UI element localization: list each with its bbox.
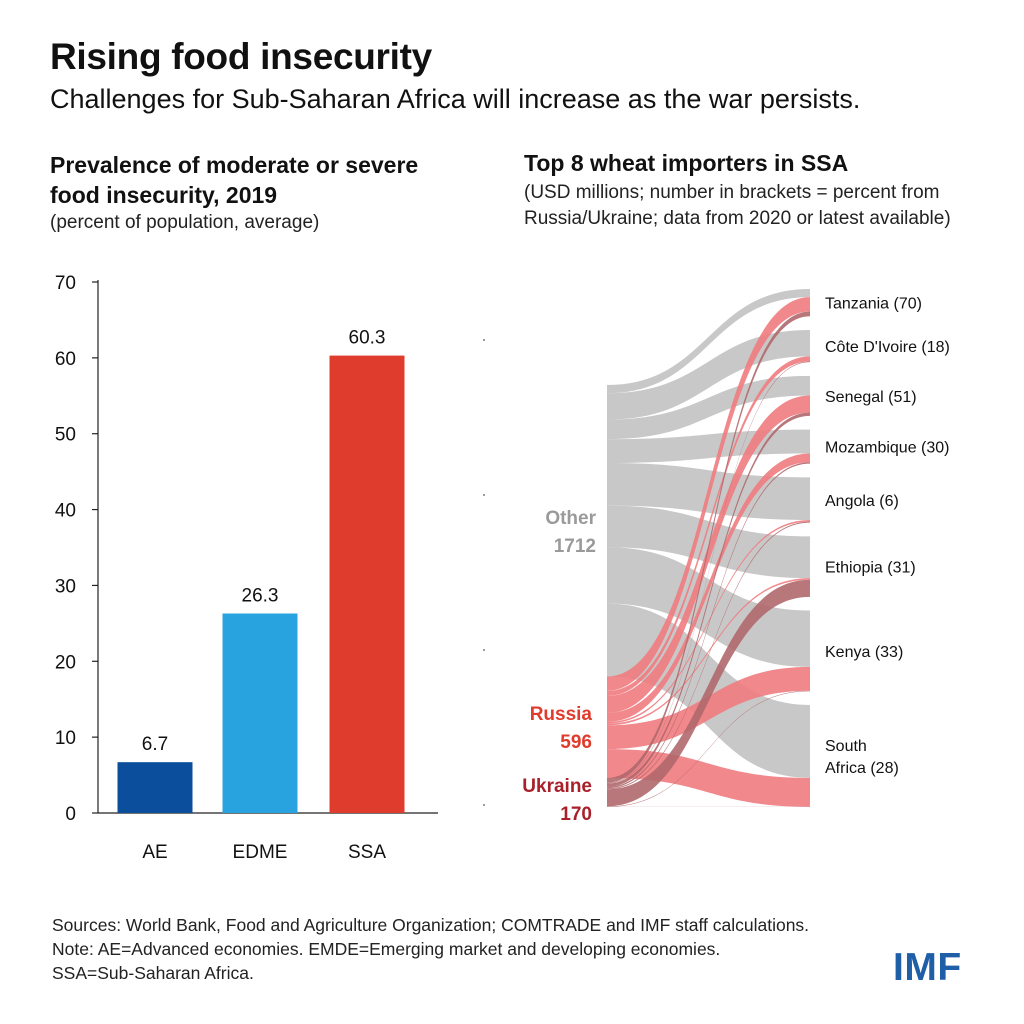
flow-other-to-ethiopia xyxy=(607,505,810,579)
y-tick-label: 60 xyxy=(55,349,76,370)
flow-ukraine-to-tanzania xyxy=(607,311,810,783)
target-label-senegal: Senegal (51) xyxy=(825,389,917,406)
flow-other-to-senegal xyxy=(607,375,810,440)
bar-edme xyxy=(222,613,298,813)
page-subtitle: Challenges for Sub-Saharan Africa will i… xyxy=(50,84,861,114)
x-category-label: SSA xyxy=(348,842,386,863)
target-label-angola: Angola (6) xyxy=(825,493,899,510)
flow-russia-to-tanzania xyxy=(607,297,810,691)
target-label-tanzania: Tanzania (70) xyxy=(825,296,922,313)
flow-ukraine-to-mozambique xyxy=(607,462,810,789)
footnotes: Sources: World Bank, Food and Agricultur… xyxy=(52,913,972,985)
bar-value-label: 6.7 xyxy=(142,734,168,755)
y-tick-label: 30 xyxy=(55,576,76,597)
flow-russia-to-senegal xyxy=(607,395,810,713)
flow-ukraine-to-c-te-d-ivoire xyxy=(607,361,810,784)
bar-value-label: 60.3 xyxy=(349,328,386,349)
source-label-other: Other xyxy=(545,508,596,529)
abbreviation-note: Note: AE=Advanced economies. EMDE=Emergi… xyxy=(52,939,721,959)
target-label-kenya: Kenya (33) xyxy=(825,644,903,661)
ssa-note: SSA=Sub-Saharan Africa. xyxy=(52,963,254,983)
y-tick-label: 70 xyxy=(55,273,76,294)
y-tick-label: 20 xyxy=(55,652,76,673)
y-tick-label: 10 xyxy=(55,728,76,749)
flow-russia-to-south-africa xyxy=(607,749,810,807)
bar-ae xyxy=(117,762,193,813)
flow-russia-to-ethiopia xyxy=(607,578,810,726)
separator-dot xyxy=(483,494,485,496)
separator-dot xyxy=(483,804,485,806)
flow-other-to-tanzania xyxy=(607,289,810,394)
separator-dot xyxy=(483,339,485,341)
target-label-south-africa: Africa (28) xyxy=(825,760,899,777)
y-tick-label: 0 xyxy=(65,804,76,825)
page-title: Rising food insecurity xyxy=(50,36,432,77)
bar-chart-title: Prevalence of moderate or severe food in… xyxy=(50,152,419,208)
sankey-chart-title: Top 8 wheat importers in SSA xyxy=(524,150,849,176)
sankey-chart-subtitle: (USD millions; number in brackets = perc… xyxy=(524,182,951,229)
sources-note: Sources: World Bank, Food and Agricultur… xyxy=(52,915,810,935)
source-label-ukraine: 170 xyxy=(560,804,592,825)
flow-ukraine-to-ethiopia xyxy=(607,579,810,807)
target-label-mozambique: Mozambique (30) xyxy=(825,440,950,457)
y-tick-label: 40 xyxy=(55,501,76,522)
target-label-south-africa: South xyxy=(825,738,867,755)
target-label-c-te-d-ivoire: Côte D'Ivoire (18) xyxy=(825,339,950,356)
target-label-ethiopia: Ethiopia (31) xyxy=(825,560,916,577)
source-label-ukraine: Ukraine xyxy=(522,776,592,797)
flow-russia-to-mozambique xyxy=(607,453,810,722)
x-category-label: EDME xyxy=(233,842,288,863)
x-category-label: AE xyxy=(142,842,167,863)
source-label-russia: Russia xyxy=(530,704,593,725)
flow-ukraine-to-senegal xyxy=(607,412,810,787)
flow-russia-to-c-te-d-ivoire xyxy=(607,356,810,696)
flow-other-to-c-te-d-ivoire xyxy=(607,329,810,420)
flow-russia-to-kenya xyxy=(607,666,810,750)
bar-value-label: 26.3 xyxy=(242,585,279,606)
bar-chart-subtitle: (percent of population, average) xyxy=(50,212,320,233)
flow-ukraine-to-angola xyxy=(607,521,810,790)
flow-other-to-kenya xyxy=(607,547,810,667)
source-label-other: 1712 xyxy=(554,536,596,557)
flow-ukraine-to-kenya xyxy=(607,690,810,807)
bar-ssa xyxy=(329,355,405,813)
separator-dot xyxy=(483,649,485,651)
y-tick-label: 50 xyxy=(55,425,76,446)
flow-russia-to-angola xyxy=(607,519,810,724)
source-label-russia: 596 xyxy=(560,732,592,753)
imf-logo: IMF xyxy=(893,946,962,989)
